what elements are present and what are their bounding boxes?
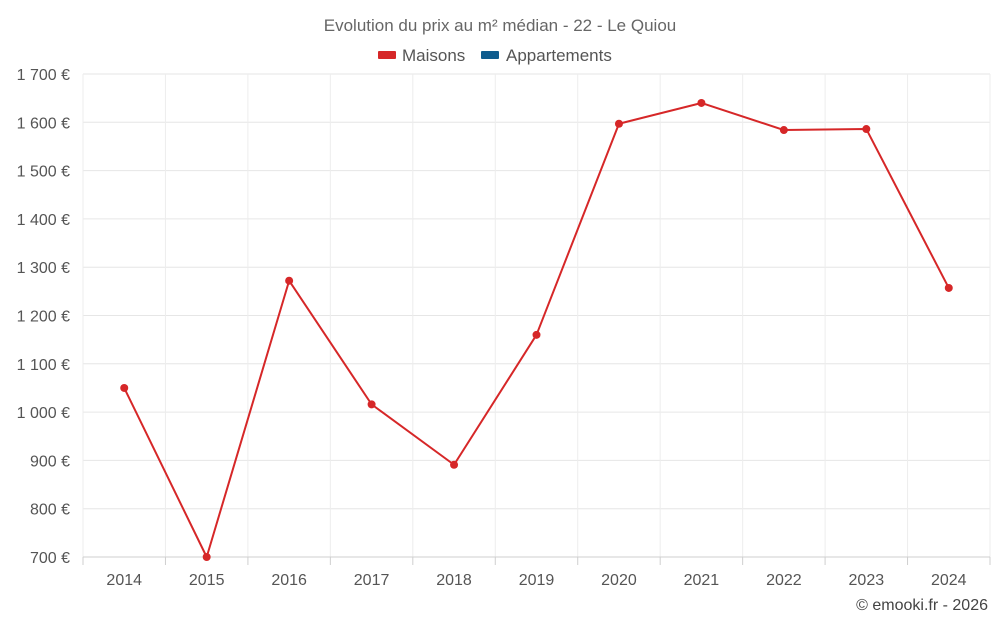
x-tick-label: 2021: [684, 572, 720, 589]
data-point-maisons-2017[interactable]: [367, 400, 376, 409]
data-point-maisons-2020[interactable]: [614, 119, 623, 128]
data-point-maisons-2019[interactable]: [532, 330, 541, 339]
y-tick-label: 1 400 €: [17, 212, 70, 229]
x-tick-label: 2024: [931, 572, 967, 589]
chart-title: Evolution du prix au m² médian - 22 - Le…: [324, 16, 676, 35]
y-tick-label: 1 600 €: [17, 115, 70, 132]
y-tick-label: 700 €: [30, 550, 70, 567]
x-tick-label: 2017: [354, 572, 390, 589]
y-tick-label: 1 200 €: [17, 309, 70, 326]
legend-item-maisons[interactable]: Maisons: [378, 46, 465, 65]
y-tick-label: 900 €: [30, 453, 70, 470]
legend: Maisons Appartements: [378, 46, 612, 65]
x-tick-label: 2018: [436, 572, 472, 589]
y-tick-label: 800 €: [30, 502, 70, 519]
x-tick-label: 2014: [106, 572, 142, 589]
data-point-maisons-2023[interactable]: [862, 125, 871, 134]
data-point-maisons-2021[interactable]: [697, 98, 706, 107]
data-point-maisons-2022[interactable]: [779, 126, 788, 135]
data-point-maisons-2024[interactable]: [944, 283, 953, 292]
points-layer: [120, 98, 953, 561]
legend-item-appartements[interactable]: Appartements: [481, 46, 612, 65]
credit-text: © emooki.fr - 2026: [856, 597, 988, 614]
x-tick-label: 2015: [189, 572, 225, 589]
data-point-maisons-2014[interactable]: [120, 383, 129, 392]
legend-label-maisons: Maisons: [402, 46, 465, 65]
y-tick-label: 1 300 €: [17, 260, 70, 277]
x-tick-label: 2019: [519, 572, 555, 589]
legend-swatch-maisons: [378, 51, 396, 59]
x-tick-label: 2016: [271, 572, 307, 589]
grid: [82, 73, 991, 558]
legend-swatch-appartements: [481, 51, 499, 59]
x-tick-label: 2023: [849, 572, 885, 589]
y-tick-label: 1 000 €: [17, 405, 70, 422]
y-tick-label: 1 500 €: [17, 164, 70, 181]
axes: 700 € 800 € 900 € 1 000 € 1 100 € 1 200 € 1 30…: [17, 67, 991, 589]
y-tick-label: 1 700 €: [17, 67, 70, 84]
data-point-maisons-2018[interactable]: [450, 460, 459, 469]
data-point-maisons-2015[interactable]: [202, 553, 211, 561]
y-tick-label: 1 100 €: [17, 357, 70, 374]
legend-label-appartements: Appartements: [506, 46, 612, 65]
data-point-maisons-2016[interactable]: [285, 276, 294, 285]
x-tick-label: 2022: [766, 572, 802, 589]
x-tick-label: 2020: [601, 572, 637, 589]
